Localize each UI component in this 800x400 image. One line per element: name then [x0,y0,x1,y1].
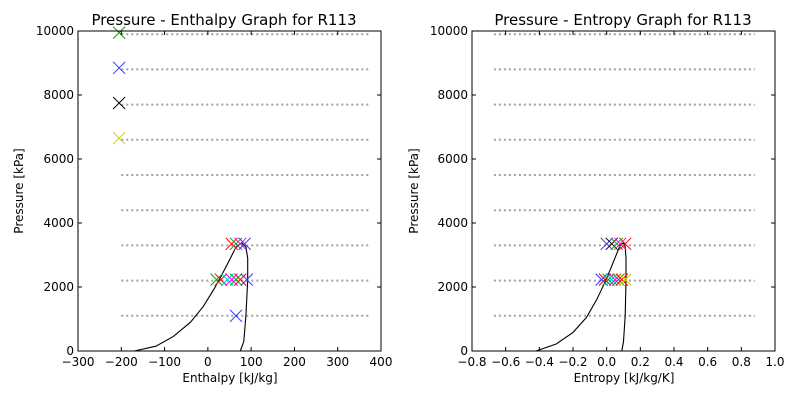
x-marker-stroke [618,237,632,251]
plot-area-frame [77,30,382,352]
x-marker [229,273,243,286]
x-marker-stroke [214,273,228,286]
x-marker [612,273,625,286]
x-marker [601,273,615,286]
x-marker-stroke [240,273,254,286]
y-tick-label: 4000 [437,216,468,230]
saturation-dome [535,241,627,352]
x-tick-label: 0.8 [732,355,751,369]
x-marker-stroke [229,273,243,286]
x-marker-stroke [233,237,247,251]
x-marker-stroke [612,273,625,286]
x-tick-label: −0.2 [558,355,587,369]
x-marker [112,26,126,39]
x-marker-stroke [618,273,632,286]
x-marker-stroke [210,273,223,286]
x-marker-stroke [601,273,615,286]
isobar-lines [121,33,371,317]
x-tick-label: 0 [204,355,212,369]
x-marker [613,237,627,251]
x-marker [605,273,619,286]
saturation-curve [134,242,249,352]
x-marker-stroke [112,131,126,145]
x-tick-label: 1.0 [765,355,784,369]
x-marker [595,273,608,286]
x-tick-label: −0.6 [491,355,520,369]
x-marker [238,237,252,251]
x-tick-label: 0.4 [664,355,683,369]
pressure-entropy-chart: Pressure - Entropy Graph for R113 Entrop… [407,11,785,385]
x-marker [112,61,126,75]
x-marker [112,96,126,110]
x-marker-stroke [613,237,627,251]
x-tick-label: 200 [283,355,306,369]
x-marker-stroke [112,26,126,39]
x-marker [233,237,247,251]
x-tick-label: 0.6 [698,355,717,369]
x-ticks: −0.8 −0.6 −0.4 −0.2 0.0 0.2 0.4 0.6 0.8 1.0 [457,31,785,369]
x-marker [618,237,632,251]
x-tick-label: −0.4 [525,355,554,369]
x-marker [615,273,629,286]
plot-area-frame [471,30,776,352]
x-marker-stroke [608,273,622,286]
x-marker [214,273,228,286]
x-tick-label: 300 [326,355,349,369]
x-marker [600,237,614,251]
y-tick-label: 0 [66,344,74,358]
x-marker-stroke [112,61,126,75]
x-marker-stroke [615,273,629,286]
y-tick-label: 2000 [43,280,74,294]
x-ticks: −300 −200 −100 0 100 200 300 400 [62,31,393,369]
y-tick-label: 4000 [43,216,74,230]
x-marker [598,273,612,286]
state-markers [112,26,254,323]
y-tick-label: 10000 [36,24,74,38]
x-tick-label: −100 [148,355,181,369]
x-marker [112,131,126,145]
x-tick-label: 0.2 [631,355,650,369]
x-marker [240,273,254,286]
x-marker-stroke [600,237,614,251]
y-tick-label: 0 [460,344,468,358]
y-tick-label: 8000 [437,88,468,102]
x-marker [229,309,243,323]
y-tick-label: 10000 [430,24,468,38]
x-marker-stroke [233,273,247,286]
x-marker [618,273,632,286]
x-tick-label: −300 [62,355,95,369]
x-marker-stroke [112,96,126,110]
x-marker-stroke [598,273,612,286]
x-marker [608,273,622,286]
x-tick-label: 100 [240,355,263,369]
saturation-dome [134,242,249,352]
x-marker-stroke [238,237,252,251]
chart-title: Pressure - Enthalpy Graph for R113 [91,11,356,29]
x-axis-label: Enthalpy [kJ/kg] [182,371,277,385]
x-tick-label: −0.8 [457,355,486,369]
pressure-enthalpy-chart: Pressure - Enthalpy Graph for R113 Entha… [12,11,392,385]
x-tick-label: −200 [105,355,138,369]
x-axis-label: Entropy [kJ/kg/K] [574,371,675,385]
x-marker-stroke [605,273,619,286]
y-ticks: 0 2000 4000 6000 8000 10000 [36,24,381,358]
saturation-curve [535,241,627,352]
y-ticks: 0 2000 4000 6000 8000 10000 [430,24,775,358]
y-tick-label: 6000 [437,152,468,166]
y-tick-label: 6000 [43,152,74,166]
y-tick-label: 2000 [437,280,468,294]
x-marker-stroke [229,309,243,323]
y-axis-label: Pressure [kPa] [12,148,26,233]
x-marker [233,273,247,286]
y-axis-label: Pressure [kPa] [407,148,421,233]
x-marker-stroke [595,273,608,286]
y-tick-label: 8000 [43,88,74,102]
chart-title: Pressure - Entropy Graph for R113 [494,11,751,29]
x-tick-label: 0.0 [597,355,616,369]
x-marker [210,273,223,286]
state-markers [595,237,632,286]
x-tick-label: 400 [370,355,393,369]
